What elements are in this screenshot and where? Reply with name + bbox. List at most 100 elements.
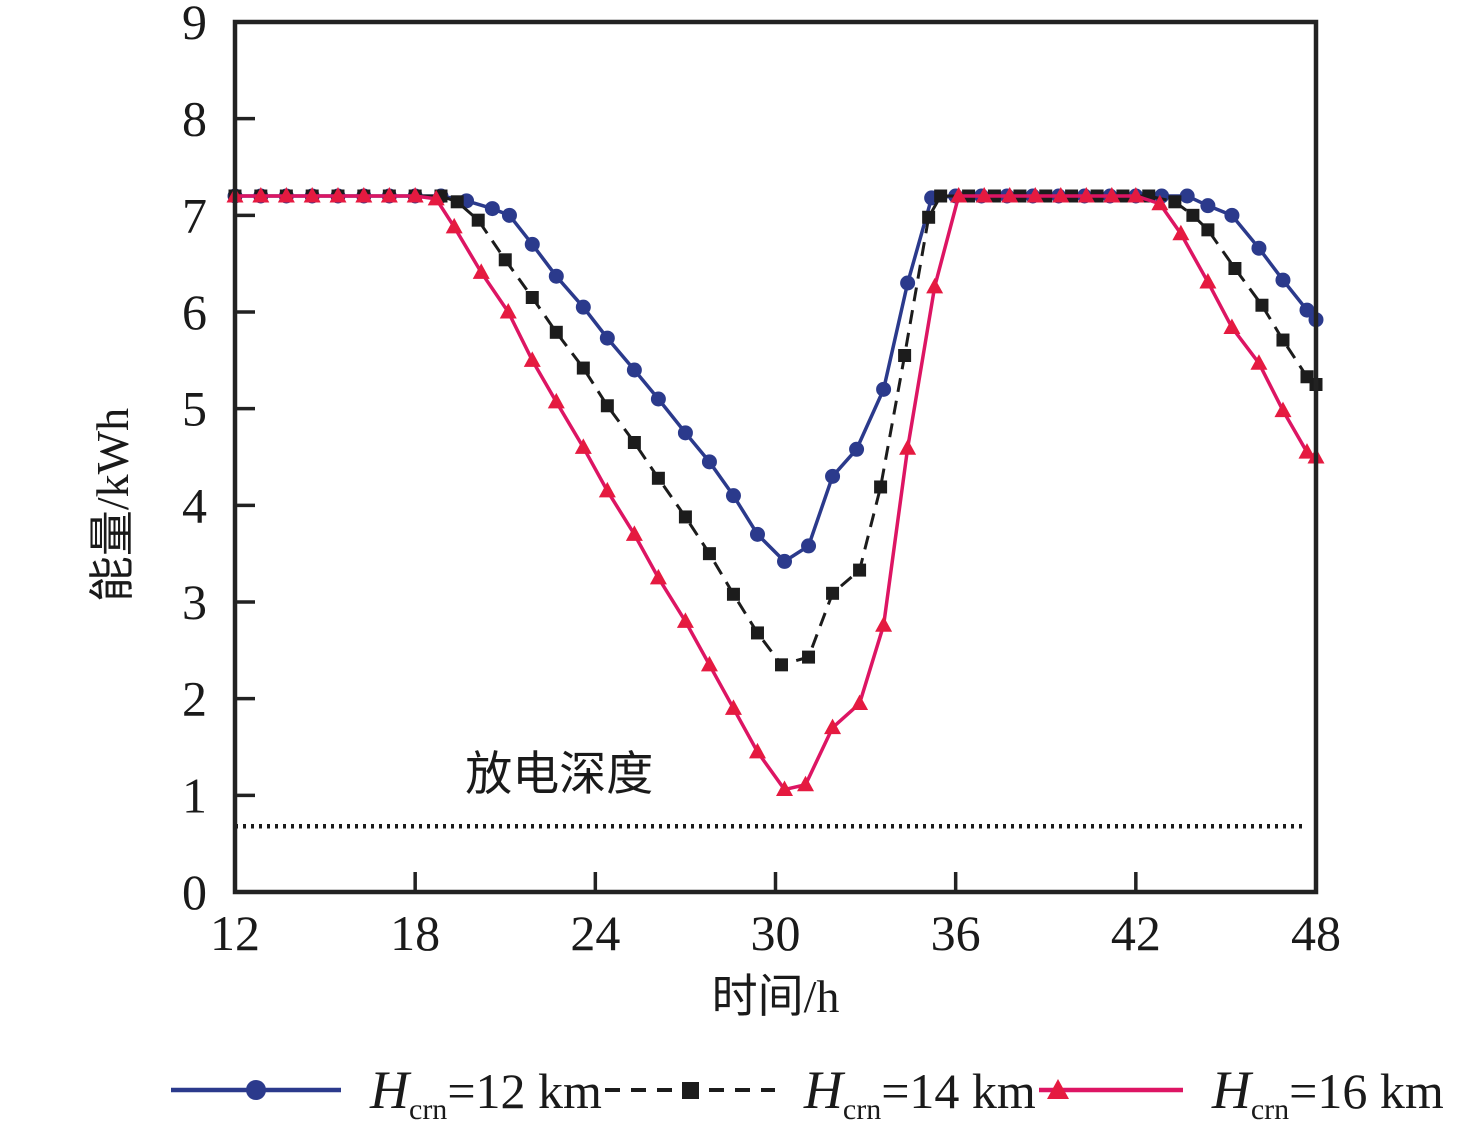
marker-square bbox=[1186, 208, 1200, 222]
marker-circle bbox=[484, 201, 500, 217]
legend-subscript: crn bbox=[1250, 1093, 1290, 1126]
marker-square bbox=[600, 399, 614, 413]
marker-square bbox=[471, 213, 485, 227]
marker-triangle bbox=[700, 655, 718, 672]
legend-subscript: crn bbox=[842, 1093, 882, 1126]
marker-circle bbox=[650, 391, 666, 407]
y-tick-label: 3 bbox=[182, 574, 207, 630]
marker-square bbox=[678, 510, 692, 524]
marker-circle bbox=[749, 526, 765, 542]
marker-triangle bbox=[824, 718, 842, 735]
marker-triangle bbox=[598, 481, 616, 498]
marker-square bbox=[1168, 195, 1182, 209]
marker-circle bbox=[501, 207, 517, 223]
marker-square bbox=[627, 436, 641, 449]
marker-triangle bbox=[1127, 187, 1145, 203]
marker-circle bbox=[1251, 240, 1267, 256]
marker-triangle bbox=[625, 525, 643, 541]
marker-square bbox=[934, 189, 948, 203]
marker-circle bbox=[725, 488, 741, 504]
marker-square bbox=[1255, 298, 1269, 312]
marker-triangle bbox=[427, 189, 445, 206]
marker-circle bbox=[677, 425, 693, 441]
x-tick-label: 24 bbox=[570, 905, 620, 961]
marker-square bbox=[898, 349, 912, 362]
marker-triangle bbox=[380, 187, 398, 203]
marker-circle bbox=[777, 553, 793, 569]
marker-square bbox=[549, 325, 563, 339]
marker-triangle bbox=[252, 187, 270, 203]
marker-triangle bbox=[523, 351, 541, 367]
marker-circle bbox=[524, 236, 540, 252]
y-tick-label: 0 bbox=[182, 864, 207, 920]
marker-triangle bbox=[547, 392, 565, 409]
marker-triangle bbox=[899, 439, 917, 455]
marker-square bbox=[525, 291, 539, 304]
y-tick-label: 2 bbox=[182, 671, 207, 727]
discharge-depth-label: 放电深度 bbox=[465, 749, 653, 801]
legend-symbol: H bbox=[803, 1060, 843, 1120]
marker-triangle bbox=[1151, 194, 1169, 211]
y-tick-label: 7 bbox=[182, 187, 207, 243]
marker-circle bbox=[900, 275, 916, 291]
marker-triangle bbox=[926, 277, 944, 294]
marker-triangle bbox=[724, 699, 742, 715]
marker-triangle bbox=[1223, 318, 1241, 334]
marker-square bbox=[874, 480, 888, 494]
marker-circle bbox=[1275, 272, 1291, 288]
y-tick-label: 5 bbox=[182, 381, 207, 437]
marker-triangle bbox=[1298, 443, 1316, 459]
legend-value: =16 km bbox=[1289, 1063, 1444, 1119]
legend-swatch-triangle bbox=[1038, 1079, 1183, 1099]
y-tick-label: 1 bbox=[182, 767, 207, 823]
marker-triangle bbox=[797, 775, 815, 792]
marker-triangle bbox=[649, 568, 667, 585]
legend-symbol: H bbox=[370, 1060, 409, 1120]
marker-triangle bbox=[445, 217, 463, 234]
marker-circle bbox=[548, 268, 564, 284]
marker-triangle bbox=[676, 612, 694, 628]
marker-circle bbox=[701, 454, 717, 470]
marker-circle bbox=[1179, 188, 1195, 204]
marker-circle bbox=[849, 441, 865, 457]
legend-item-16km: Hcrn=16 km bbox=[1036, 1059, 1444, 1125]
y-tick-label: 4 bbox=[182, 477, 207, 533]
x-tick-label: 48 bbox=[1291, 905, 1341, 961]
series-line-1 bbox=[235, 194, 1317, 667]
marker-circle bbox=[575, 299, 591, 315]
y-tick-label: 6 bbox=[182, 284, 207, 340]
marker-square bbox=[853, 563, 867, 577]
legend-item-14km: Hcrn=14 km bbox=[602, 1059, 1036, 1125]
y-tick-label: 8 bbox=[182, 91, 207, 147]
marker-triangle bbox=[748, 742, 766, 759]
legend-label-16km: Hcrn=16 km bbox=[1212, 1059, 1444, 1125]
series-line-0 bbox=[235, 194, 1318, 564]
marker-square bbox=[576, 361, 590, 375]
marker-triangle bbox=[950, 187, 968, 203]
marker-circle bbox=[801, 538, 817, 554]
marker-triangle bbox=[1274, 401, 1292, 418]
marker-triangle bbox=[1103, 187, 1121, 203]
marker-triangle bbox=[1001, 187, 1019, 203]
plot-border bbox=[232, 19, 1319, 895]
legend-swatch-circle bbox=[171, 1080, 341, 1100]
legend: Hcrn=12 km Hcrn=14 km Hcrn=16 km bbox=[168, 1050, 1444, 1130]
marker-triangle bbox=[975, 187, 993, 203]
marker-square bbox=[498, 253, 512, 267]
marker-triangle bbox=[303, 187, 321, 203]
marker-triangle bbox=[1250, 354, 1268, 370]
marker-triangle bbox=[329, 187, 347, 203]
legend-item-12km: Hcrn=12 km bbox=[168, 1059, 602, 1125]
marker-square bbox=[702, 547, 716, 561]
marker-square bbox=[826, 586, 840, 600]
marker-square bbox=[750, 626, 764, 640]
marker-square bbox=[1228, 262, 1242, 275]
legend-label-14km: Hcrn=14 km bbox=[803, 1059, 1036, 1125]
marker-square bbox=[922, 210, 936, 224]
marker-triangle bbox=[1172, 224, 1190, 241]
legend-swatch-square bbox=[604, 1082, 775, 1099]
x-tick-label: 42 bbox=[1111, 905, 1161, 961]
marker-triangle bbox=[875, 616, 893, 632]
legend-label-12km: Hcrn=12 km bbox=[370, 1059, 602, 1125]
marker-square bbox=[651, 471, 665, 485]
